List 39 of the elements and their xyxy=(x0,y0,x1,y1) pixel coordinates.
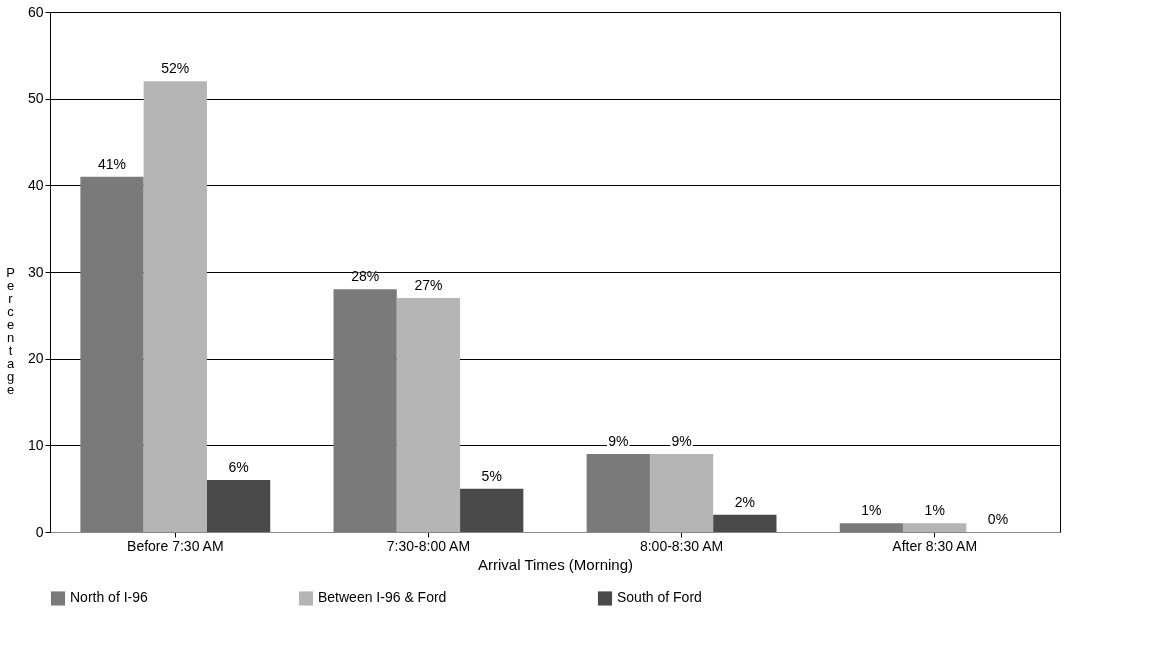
text: 52% xyxy=(161,60,190,77)
text: 6% xyxy=(228,459,249,475)
bar xyxy=(206,480,271,532)
text: Percentage xyxy=(6,264,15,397)
y-tick-label: 0 xyxy=(35,523,44,540)
x-tick-label: 7:30-8:00 AM xyxy=(386,537,471,554)
text: 9% xyxy=(671,433,692,449)
bar xyxy=(839,523,904,532)
legend-label: North of I-96 xyxy=(70,589,149,606)
text: 27% xyxy=(414,277,443,293)
legend-label: Between I-96 & Ford xyxy=(318,589,447,606)
legend-label: South of Ford xyxy=(617,589,702,606)
text: 1% xyxy=(861,502,882,519)
x-tick-label: After 8:30 AM xyxy=(892,537,978,554)
y-tick-label: 30 xyxy=(27,263,44,280)
text: 5% xyxy=(481,467,502,484)
y-tick-label: 50 xyxy=(27,90,44,107)
y-tick-label: 40 xyxy=(27,176,44,193)
bar xyxy=(396,298,461,532)
bar xyxy=(649,454,714,532)
bar xyxy=(713,514,777,532)
y-tick-label: 20 xyxy=(27,350,44,367)
bar xyxy=(80,176,144,532)
x-axis-title: Arrival Times (Morning) xyxy=(477,555,634,573)
x-tick-label: Before 7:30 AM xyxy=(127,537,224,554)
x-tick-label: 8:00-8:30 AM xyxy=(639,537,724,554)
text: 2% xyxy=(734,493,755,510)
bar xyxy=(460,488,524,532)
y-tick-label: 60 xyxy=(27,3,44,20)
bar xyxy=(143,81,207,532)
text: 0% xyxy=(987,511,1009,527)
text: 1% xyxy=(924,502,945,519)
text: 41% xyxy=(98,155,127,172)
text: 9% xyxy=(608,433,629,449)
y-tick-label: 10 xyxy=(27,436,44,453)
bar xyxy=(903,523,967,532)
text: 28% xyxy=(351,268,380,285)
bar xyxy=(333,289,397,532)
bar xyxy=(586,454,650,532)
